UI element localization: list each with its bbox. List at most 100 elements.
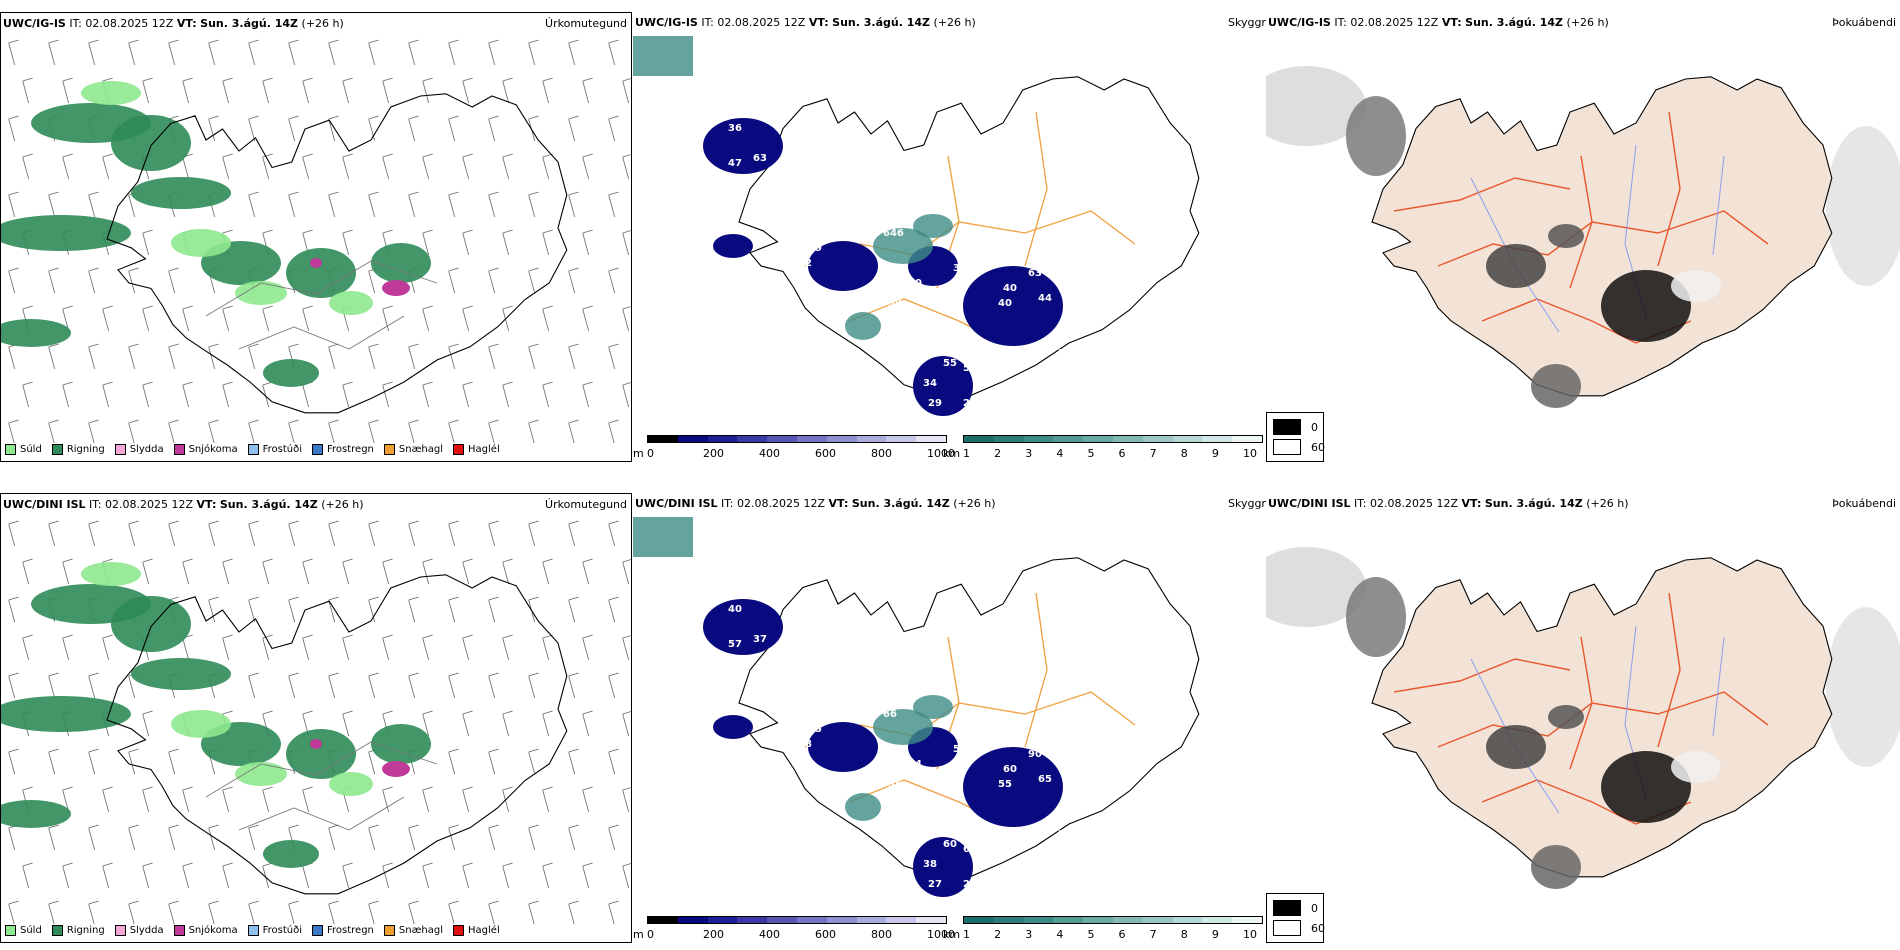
- roads: [1393, 592, 1769, 825]
- fog-legend-swatch: [1273, 419, 1301, 435]
- wind-barb: [608, 596, 619, 623]
- fog-area: [1346, 96, 1406, 176]
- wind-barb: [208, 520, 219, 547]
- colorbar-segment: [737, 917, 768, 923]
- colorbar-tick-label: 0: [647, 447, 654, 460]
- wind-barb: [528, 191, 539, 218]
- wind-barb: [622, 382, 631, 408]
- fog-area: [1346, 577, 1406, 657]
- wind-barb: [208, 115, 219, 142]
- precip-area: [235, 762, 287, 786]
- legend-item: Frostregn: [312, 444, 374, 455]
- wind-barb: [408, 343, 419, 370]
- wind-barb: [488, 267, 499, 294]
- cloud-base-value-label: 66: [883, 709, 897, 720]
- legend-item: Rigning: [51, 925, 105, 936]
- legend-label: Snjókoma: [188, 444, 238, 455]
- fog-legend-swatch: [1273, 900, 1301, 916]
- colorbar-tick-label: 800: [871, 447, 892, 460]
- wind-barb: [208, 824, 219, 851]
- legend-item: Slydda: [114, 925, 164, 936]
- fog-legend-label: 0: [1311, 901, 1318, 915]
- colorbar-segment: [1023, 436, 1054, 442]
- wind-barb: [168, 267, 179, 294]
- legend-swatch: [173, 925, 185, 936]
- wind-barb: [408, 900, 419, 924]
- colorbar-segment: [1083, 436, 1113, 442]
- wind-barb: [222, 634, 233, 661]
- wind-barb: [248, 900, 259, 924]
- precip-area: [286, 248, 356, 298]
- wind-barb: [382, 634, 393, 661]
- wind-barb: [488, 748, 499, 775]
- precip-area: [81, 81, 141, 105]
- panel-header: UWC/IG-IS IT: 02.08.2025 12Z VT: Sun. 3.…: [635, 16, 976, 29]
- legend-label: Slydda: [129, 925, 164, 936]
- wind-barb: [48, 824, 59, 851]
- cloud-base-value-label: 40: [728, 604, 742, 615]
- wind-barb: [368, 672, 379, 699]
- wind-barb: [302, 634, 313, 661]
- wind-barb: [408, 39, 419, 66]
- colorbar-tick-label: 200: [703, 928, 724, 941]
- wind-barb: [448, 39, 459, 66]
- legend-item: Frostúði: [247, 444, 302, 455]
- cloud-base-value-label: 47: [733, 98, 747, 109]
- wind-barb: [408, 115, 419, 142]
- cloud-base-value-label: 27: [963, 879, 977, 890]
- wind-barb: [502, 77, 513, 104]
- cloud-base-value-label: 60: [943, 839, 957, 850]
- wind-barb: [128, 520, 139, 547]
- legend-swatch: [247, 925, 259, 936]
- wind-barb: [608, 39, 619, 66]
- wind-barb: [528, 520, 539, 547]
- wind-barb: [488, 672, 499, 699]
- legend-label: Haglél: [468, 444, 500, 455]
- panel-header: UWC/DINI ISL IT: 02.08.2025 12Z VT: Sun.…: [1268, 497, 1629, 510]
- wind-barb: [422, 153, 433, 180]
- wind-barb: [62, 862, 73, 889]
- wind-barb: [542, 77, 553, 104]
- wind-barb: [582, 381, 593, 408]
- colorbar-segment: [964, 917, 994, 923]
- wind-barb: [62, 381, 73, 408]
- wind-barb: [222, 305, 233, 332]
- colorbar-tick-label: 8: [1180, 928, 1188, 941]
- cloud-base-value-label: 50: [878, 293, 892, 304]
- legend-item: Haglél: [453, 444, 500, 455]
- wind-barb: [8, 748, 19, 775]
- wind-barb: [302, 153, 313, 180]
- precip-area: [371, 243, 431, 283]
- wind-barb: [368, 39, 379, 66]
- wind-barb: [342, 381, 353, 408]
- legend-swatch: [383, 925, 395, 936]
- cloud-base-value-label: 64: [908, 759, 922, 770]
- snow-area: [310, 258, 322, 268]
- wind-barb: [622, 78, 631, 104]
- wind-barb: [342, 229, 353, 256]
- cloud-base-area: [703, 599, 783, 655]
- precip-area: [263, 840, 319, 868]
- precip-map: [1, 514, 631, 924]
- wind-barb: [342, 634, 353, 661]
- fog-area: [1826, 607, 1900, 767]
- wind-barb: [288, 191, 299, 218]
- wind-barb: [88, 824, 99, 851]
- colorbar-tick-label: 200: [703, 447, 724, 460]
- colorbar-segment: [826, 917, 857, 923]
- colorbar-tick-label: 4: [1056, 928, 1064, 941]
- wind-barb: [8, 672, 19, 699]
- wind-barb: [102, 634, 113, 661]
- wind-barb: [622, 787, 631, 813]
- cloud-base-colorbar: m 0 200 400 600 800 1000: [633, 435, 955, 462]
- precip-legend: Súld Rigning Slydda Snjókoma Frostúði Frostre…: [5, 925, 500, 936]
- precip-area: [329, 291, 373, 315]
- colorbar-segment: [677, 917, 708, 923]
- roads: [205, 741, 438, 831]
- panel-header: UWC/IG-IS IT: 02.08.2025 12Z VT: Sun. 3.…: [3, 17, 344, 30]
- snow-area: [310, 739, 322, 749]
- wind-barb: [382, 862, 393, 889]
- wind-barb: [22, 862, 33, 889]
- fog-legend-item: 0: [1273, 900, 1318, 916]
- wind-barb: [408, 672, 419, 699]
